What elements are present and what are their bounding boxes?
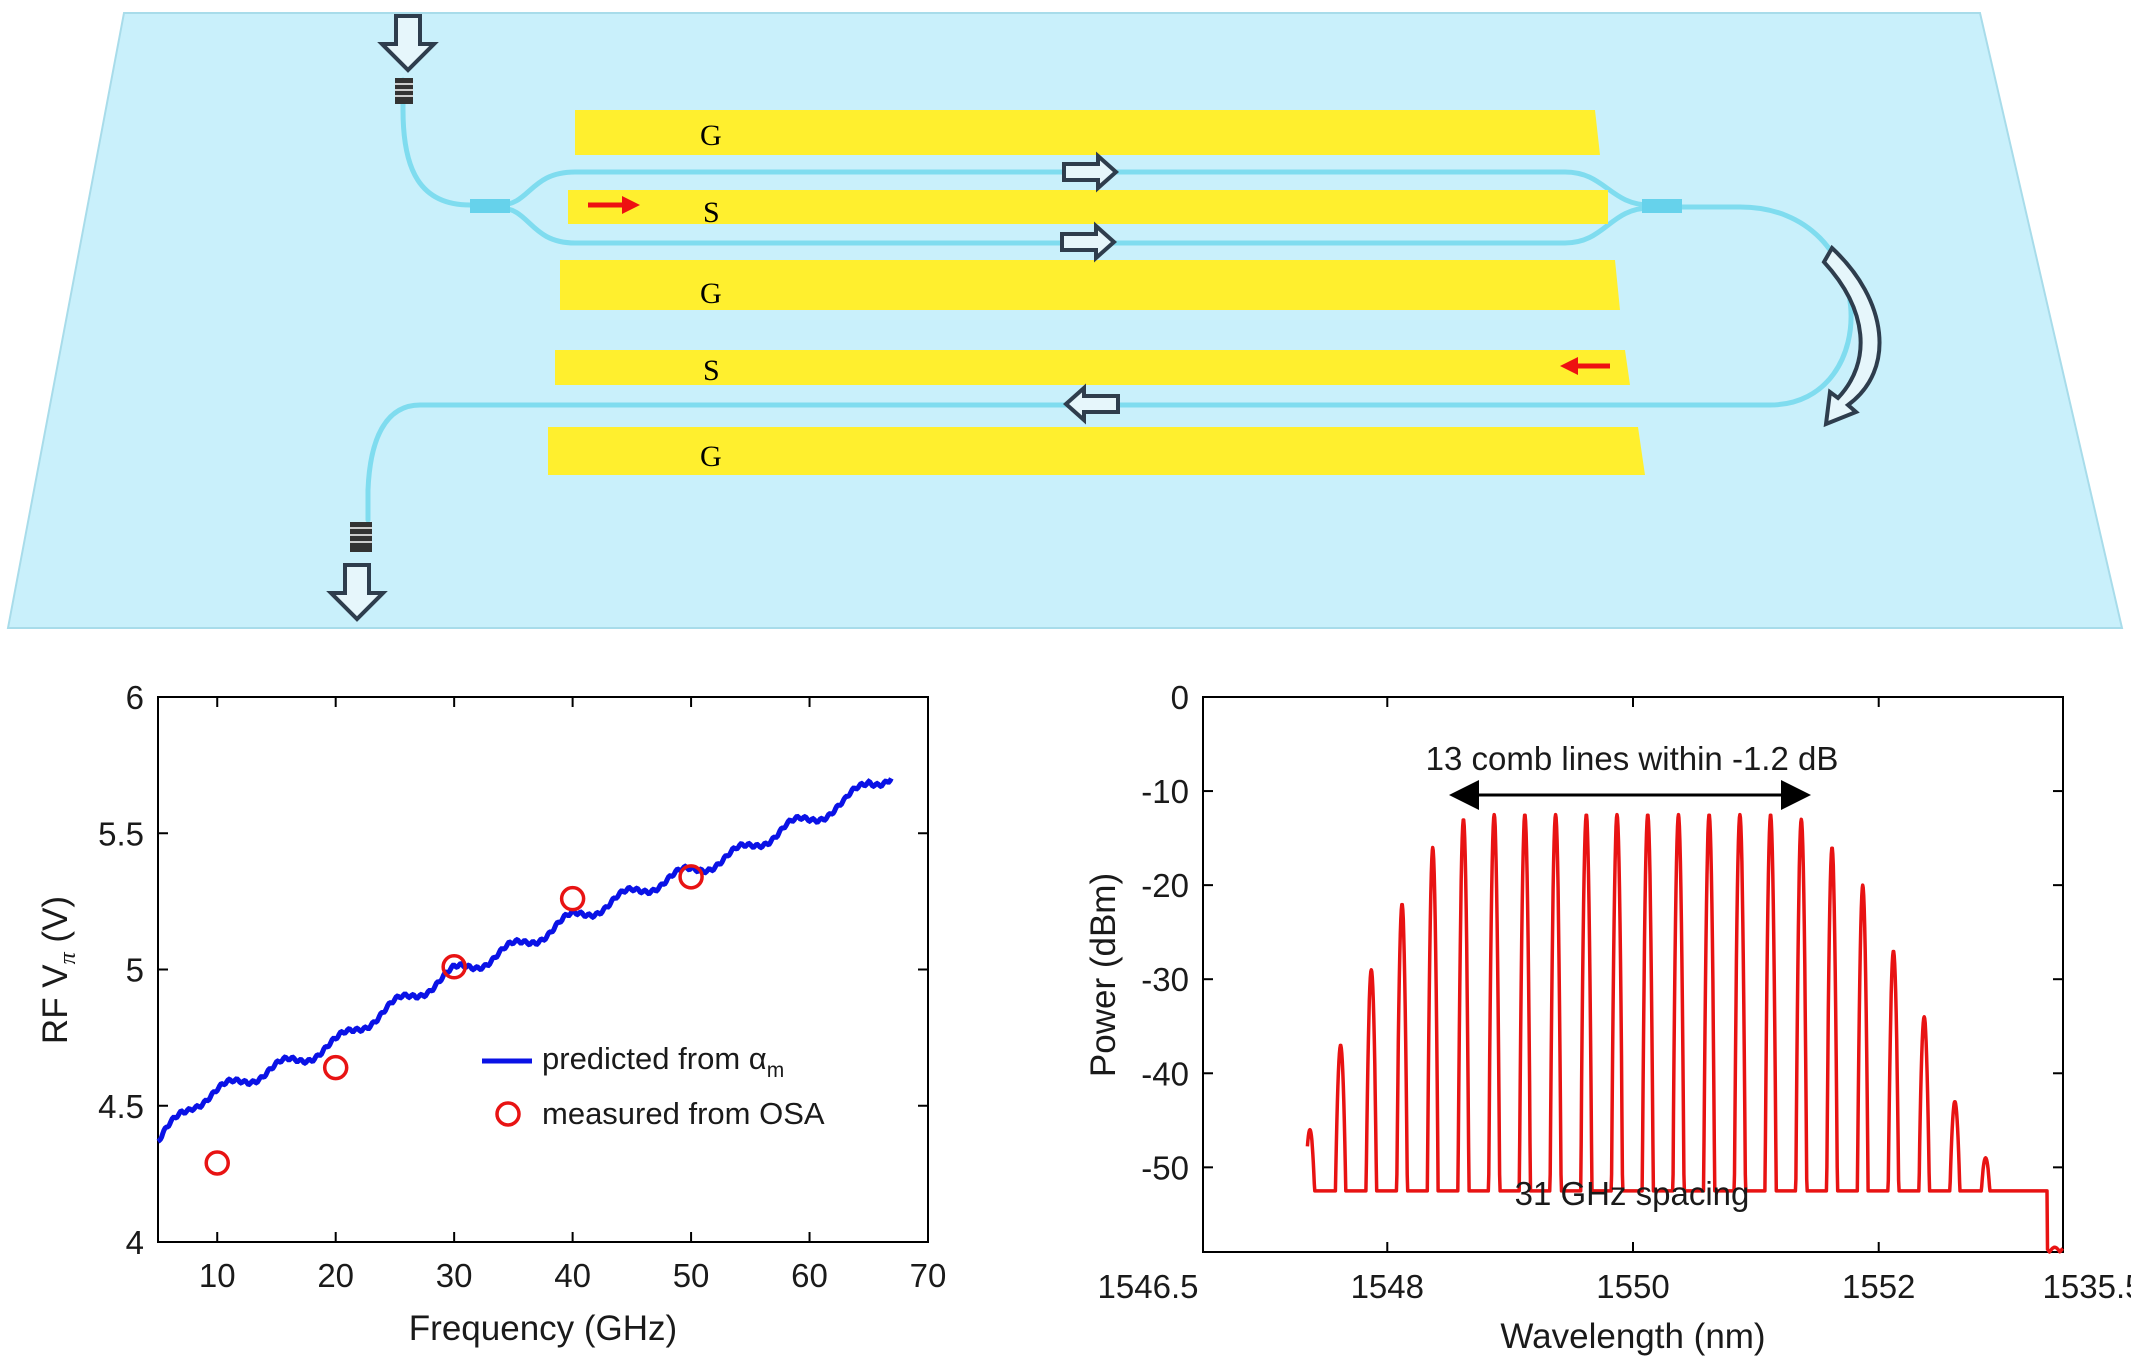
legend-predicted-sub: m [767, 1059, 785, 1082]
y-tick-label: -40 [1141, 1055, 1189, 1092]
electrode-label-g1: G [700, 119, 722, 152]
substrate [6, 12, 2124, 629]
rf-forward-arrow-icon [588, 196, 640, 214]
upper-arm-arrow-icon [1062, 151, 1120, 193]
comb-y-ticks: 0 -10 -20 -30 -40 -50 [1141, 679, 2063, 1186]
vpi-y-ticks: 4 4.5 5 5.5 6 [98, 679, 928, 1261]
electrode-label-s2: S [703, 354, 720, 387]
vpi-chart: 4 4.5 5 5.5 6 10 20 30 40 50 60 70 Frequency (GHz)… [36, 679, 946, 1348]
vpi-y-axis-label-sub: π [55, 951, 81, 964]
y-tick-label: -20 [1141, 867, 1189, 904]
vpi-series [156, 777, 894, 1176]
y-tick-label: 6 [126, 679, 144, 716]
electrode-label-g2: G [700, 277, 722, 310]
loop-curved-arrow-icon [1821, 244, 1882, 428]
y-tick-label: 4 [126, 1224, 144, 1261]
output-combiner [1642, 199, 1682, 213]
x-tick-label: 20 [317, 1257, 354, 1294]
electrode-s1 [568, 190, 1608, 224]
y-tick-label: -10 [1141, 773, 1189, 810]
y-tick-label: 4.5 [98, 1088, 144, 1125]
electrode-label-g3: G [700, 440, 722, 473]
x-tick-label: 40 [554, 1257, 591, 1294]
vpi-x-ticks: 10 20 30 40 50 60 70 [199, 697, 946, 1294]
input-grating-coupler [395, 78, 413, 104]
predicted-line [156, 777, 894, 1144]
x-tick-label: 50 [673, 1257, 710, 1294]
x-tick-label: 60 [791, 1257, 828, 1294]
vpi-plot-frame [157, 696, 929, 1243]
y-tick-label: 5.5 [98, 815, 144, 852]
comb-lines-annotation: 13 comb lines within -1.2 dB [1426, 740, 1839, 777]
x-tick-label: 1546.5 [1098, 1268, 1199, 1305]
output-arrow-icon [326, 563, 388, 622]
y-tick-label: 5 [126, 952, 144, 989]
vpi-y-axis-label-unit: (V) [36, 896, 75, 952]
x-tick-label: 10 [199, 1257, 236, 1294]
legend-marker-swatch [495, 1101, 521, 1127]
measured-point [441, 954, 467, 980]
comb-y-axis-label: Power (dBm) [1084, 873, 1123, 1077]
vpi-y-axis-label-main: RF V [36, 964, 75, 1044]
x-tick-label: 1548 [1351, 1268, 1424, 1305]
comb-plot-frame [1202, 696, 2064, 1253]
electrode-label-s1: S [703, 196, 720, 229]
x-tick-label: 1550 [1596, 1268, 1669, 1305]
legend-measured-label: measured from OSA [542, 1096, 825, 1131]
measured-point [204, 1150, 230, 1176]
vpi-legend: predicted from αm measured from OSA [482, 1041, 825, 1131]
input-waveguide [400, 77, 503, 208]
device-schematic: G S G S G [6, 12, 2124, 629]
measured-point [322, 1054, 349, 1081]
measured-point [559, 885, 586, 912]
y-tick-label: -30 [1141, 961, 1189, 998]
vpi-y-axis-label: RF Vπ (V) [36, 896, 81, 1044]
comb-series [1305, 812, 2065, 1254]
y-tick-label: -50 [1141, 1149, 1189, 1186]
vpi-x-axis-label: Frequency (GHz) [409, 1309, 677, 1348]
lower-arm-arrow-icon [1060, 221, 1118, 263]
electrode-g2 [560, 260, 1620, 310]
comb-spectrum-trace [1305, 812, 2065, 1254]
loop-waveguide [365, 204, 1854, 523]
x-tick-label: 70 [910, 1257, 947, 1294]
return-arm-arrow-icon [1062, 383, 1120, 425]
input-splitter [470, 199, 510, 213]
electrode-g1 [575, 110, 1600, 155]
comb-spacing-annotation: 31 GHz spacing [1515, 1175, 1750, 1212]
legend-predicted-text: predicted from α [542, 1041, 767, 1076]
electrode-s2 [555, 350, 1630, 385]
comb-x-axis-label: Wavelength (nm) [1500, 1317, 1765, 1356]
y-tick-label: 0 [1171, 679, 1189, 716]
rf-backward-arrow-icon [1560, 357, 1610, 375]
x-tick-label: 1535.5 [2043, 1268, 2131, 1305]
comb-spectrum-chart: 0 -10 -20 -30 -40 -50 1546.5 1548 1550 1552 1535.… [1084, 679, 2131, 1356]
legend-predicted-label: predicted from αm [542, 1041, 784, 1082]
x-tick-label: 1552 [1842, 1268, 1915, 1305]
measured-point [678, 864, 704, 890]
input-arrow-icon [377, 14, 439, 73]
electrode-g3 [548, 427, 1645, 475]
output-grating-coupler [350, 522, 372, 552]
comb-x-ticks: 1546.5 1548 1550 1552 1535.5 [1098, 697, 2131, 1305]
x-tick-label: 30 [436, 1257, 473, 1294]
